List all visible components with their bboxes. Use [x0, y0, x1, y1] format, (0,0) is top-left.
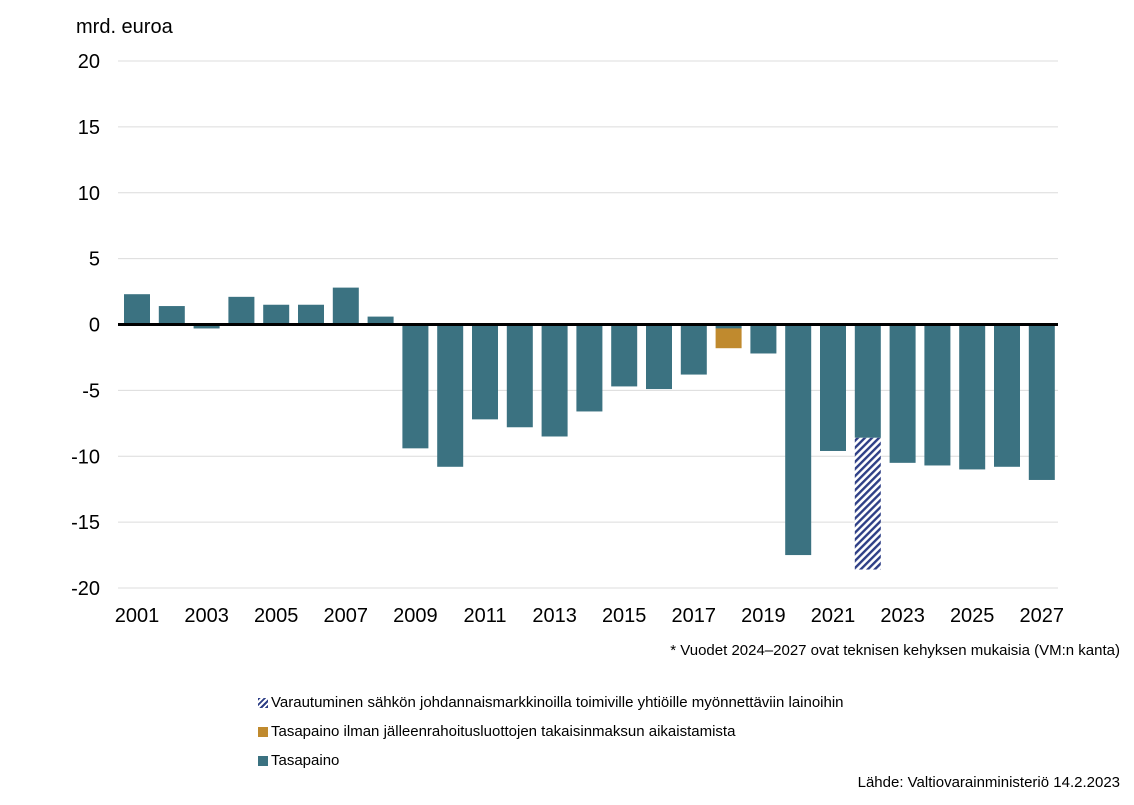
- bar-2016-series-0: [646, 324, 672, 390]
- y-tick-label: -20: [71, 578, 100, 600]
- footnote: * Vuodet 2024–2027 ovat teknisen kehykse…: [670, 642, 1120, 659]
- legend: Varautuminen sähkön johdannaismarkkinoil…: [258, 688, 844, 775]
- bar-2009-series-0: [402, 324, 429, 449]
- source-note: Lähde: Valtiovarainministeriö 14.2.2023: [857, 774, 1120, 791]
- x-tick-label: 2013: [532, 605, 577, 627]
- y-tick-label: 0: [89, 315, 100, 337]
- bar-2010-series-0: [437, 324, 464, 467]
- legend-item-teal: Tasapaino: [258, 746, 844, 775]
- legend-item-hatch: Varautuminen sähkön johdannaismarkkinoil…: [258, 688, 844, 717]
- bar-2022-series-2: [854, 437, 881, 570]
- y-tick-label: -15: [71, 512, 100, 534]
- bar-2018-series-1: [715, 328, 742, 349]
- bar-2020-series-0: [785, 324, 812, 556]
- y-tick-label: 5: [89, 249, 100, 271]
- x-tick-label: 2007: [324, 605, 369, 627]
- legend-swatch-teal: [258, 755, 268, 766]
- bar-2003-series-0: [193, 324, 220, 329]
- bar-2005-series-0: [263, 304, 290, 325]
- bar-2012-series-0: [506, 324, 533, 428]
- bar-2022-series-0: [854, 324, 881, 438]
- bar-2014-series-0: [576, 324, 603, 412]
- bar-2006-series-0: [298, 304, 324, 325]
- x-tick-label: 2001: [115, 605, 160, 627]
- y-tick-label: 10: [78, 183, 100, 205]
- x-tick-label: 2027: [1020, 605, 1065, 627]
- x-tick-label: 2017: [672, 605, 717, 627]
- bar-2007-series-0: [332, 287, 359, 325]
- x-tick-label: 2021: [811, 605, 856, 627]
- x-tick-label: 2009: [393, 605, 438, 627]
- x-tick-label: 2005: [254, 605, 299, 627]
- bar-2002-series-0: [158, 306, 185, 325]
- legend-label-teal: Tasapaino: [271, 752, 340, 769]
- bar-2008-series-0: [367, 316, 394, 325]
- bar-2026-series-0: [994, 324, 1020, 467]
- x-tick-label: 2023: [880, 605, 925, 627]
- bar-2018-series-0: [715, 324, 742, 329]
- bar-2013-series-0: [541, 324, 568, 437]
- bar-2024-series-0: [924, 324, 951, 466]
- legend-swatch-gold: [258, 726, 268, 737]
- x-tick-label: 2011: [463, 605, 506, 627]
- bar-2021-series-0: [820, 324, 846, 451]
- bar-2017-series-0: [680, 324, 707, 375]
- bar-2001-series-0: [124, 294, 150, 325]
- y-axis-label: mrd. euroa: [76, 16, 173, 38]
- x-tick-label: 2015: [602, 605, 647, 627]
- y-tick-label: -5: [82, 380, 100, 402]
- legend-label-hatch: Varautuminen sähkön johdannaismarkkinoil…: [271, 694, 844, 711]
- bar-2023-series-0: [889, 324, 916, 463]
- legend-label-gold: Tasapaino ilman jälleenrahoitusluottojen…: [271, 723, 736, 740]
- bar-2019-series-0: [750, 324, 777, 354]
- legend-swatch-hatch: [258, 697, 268, 708]
- bar-2027-series-0: [1028, 324, 1055, 480]
- bar-2015-series-0: [611, 324, 638, 387]
- bar-2025-series-0: [959, 324, 986, 470]
- legend-item-gold: Tasapaino ilman jälleenrahoitusluottojen…: [258, 717, 844, 746]
- y-tick-label: 15: [78, 117, 100, 139]
- x-tick-label: 2003: [184, 605, 229, 627]
- bar-2011-series-0: [472, 324, 498, 420]
- y-tick-label: -10: [71, 446, 100, 468]
- bar-2004-series-0: [228, 296, 255, 325]
- x-tick-label: 2019: [741, 605, 786, 627]
- y-tick-label: 20: [78, 51, 100, 73]
- x-tick-label: 2025: [950, 605, 995, 627]
